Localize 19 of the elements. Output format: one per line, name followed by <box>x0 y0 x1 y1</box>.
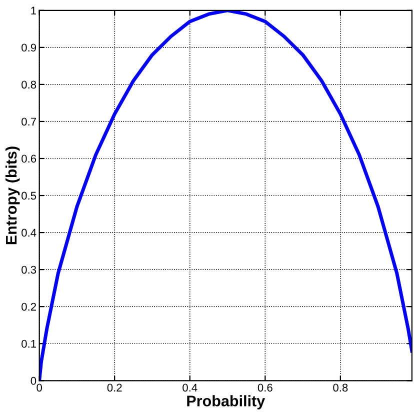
x-tick-label: 0.2 <box>107 384 122 392</box>
y-tick-label: 0.6 <box>22 154 36 163</box>
y-tick-label: 0.4 <box>22 228 36 237</box>
line-series <box>39 10 412 381</box>
y-tick-label: 0 <box>30 376 36 385</box>
y-tick-label: 0.9 <box>22 44 36 52</box>
y-tick-label: 1 <box>31 6 36 14</box>
y-tick-label: 0.7 <box>22 118 36 126</box>
y-tick-label: 0.3 <box>22 266 36 274</box>
x-tick-label: 0.4 <box>182 384 198 392</box>
y-tick-label: 0.5 <box>22 192 36 200</box>
y-tick-label: 0.2 <box>22 302 36 311</box>
x-tick-label: 0.6 <box>258 384 272 392</box>
x-tick-label: 0 <box>36 384 42 392</box>
y-tick-label: 0.1 <box>22 340 36 348</box>
y-tick-label: 0.8 <box>22 80 36 89</box>
x-tick-label: 0.8 <box>333 384 348 392</box>
x-axis-title: Probability <box>187 395 266 410</box>
y-axis-title: Entropy (bits) <box>5 146 20 244</box>
